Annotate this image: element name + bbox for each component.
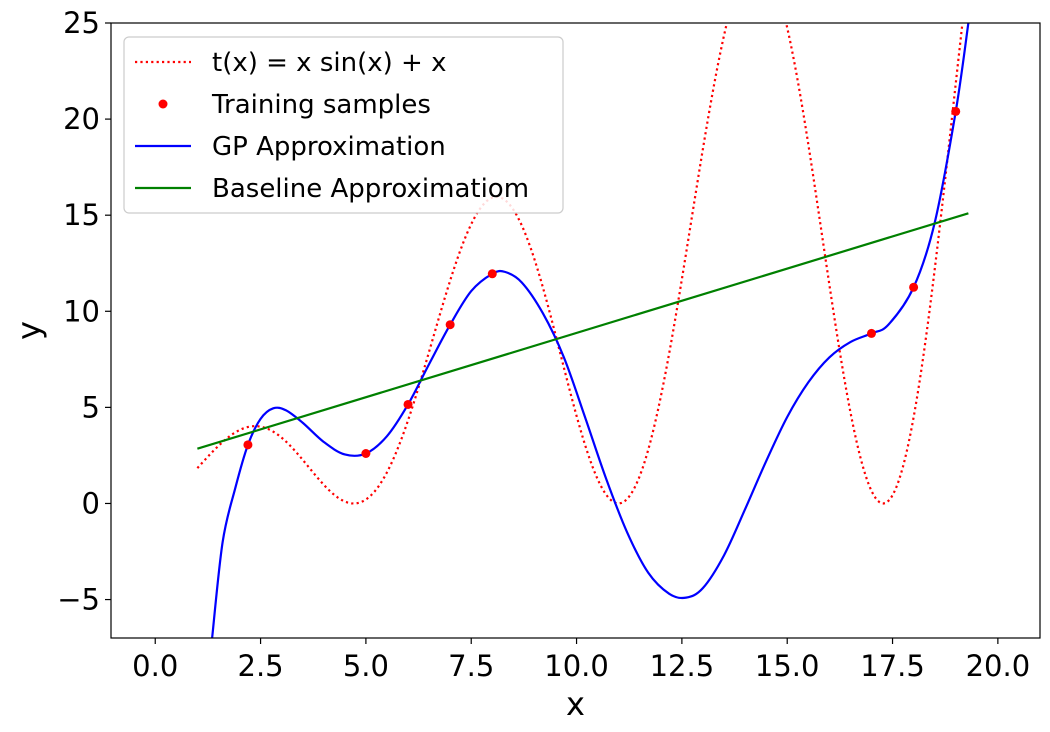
y-tick-label: 20 [63, 102, 100, 136]
plot-area [196, 23, 970, 638]
legend-box [123, 36, 564, 214]
y-tick-label: 25 [63, 6, 100, 40]
x-tick-label: 7.5 [448, 649, 494, 683]
y-tick-label: 5 [82, 390, 100, 424]
axes-frame [110, 22, 1041, 639]
x-axis-label: x [566, 685, 585, 723]
y-tick-label: −5 [57, 583, 100, 617]
training-sample-point [361, 449, 371, 458]
target-function-line [196, 23, 964, 505]
legend-label-baseline: Baseline Approximatiom [212, 174, 529, 204]
y-tick-label: 10 [63, 294, 100, 328]
x-tick-label: 20.0 [966, 649, 1031, 683]
legend: t(x) = x sin(x) + x Training samples GP Ap… [123, 36, 564, 214]
y-tick-label: 15 [63, 198, 100, 232]
legend-label-target: t(x) = x sin(x) + x [212, 48, 446, 78]
baseline-approximation-line [197, 212, 969, 450]
y-tick-label: 0 [82, 486, 100, 520]
x-tick-label: 17.5 [860, 649, 925, 683]
y-axis-label: y [10, 321, 48, 340]
legend-label-gp: GP Approximation [212, 132, 446, 162]
training-sample-point [909, 282, 919, 292]
training-sample-point [243, 440, 253, 450]
training-sample-point [487, 269, 497, 279]
x-tick-label: 0.0 [132, 649, 178, 683]
x-tick-label: 12.5 [650, 649, 715, 683]
x-tick-label: 5.0 [343, 649, 389, 683]
x-tick-label: 2.5 [238, 649, 284, 683]
training-sample-point [445, 320, 455, 330]
training-sample-point [403, 399, 413, 409]
training-sample-point [951, 106, 961, 116]
x-tick-label: 10.0 [544, 649, 609, 683]
legend-marker-samples [158, 99, 168, 109]
axes: 0.0 2.5 5.0 7.5 10.0 12.5 15.0 17.5 20.0 −5 0 5 10 15… [10, 6, 1041, 723]
x-tick-label: 15.0 [755, 649, 820, 683]
training-sample-point [866, 328, 876, 338]
legend-label-samples: Training samples [211, 90, 431, 120]
